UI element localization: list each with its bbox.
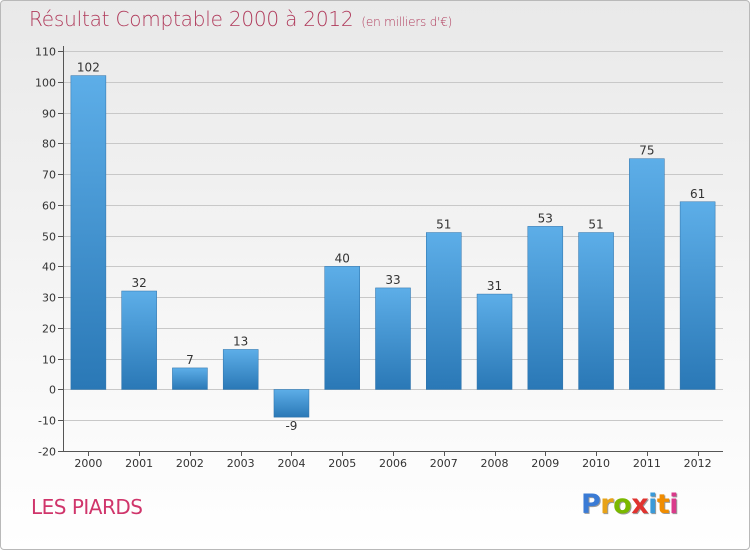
data-label: 7 [186,353,194,367]
bar [527,226,564,390]
data-label: -9 [285,419,297,433]
bar [273,389,310,418]
data-label: 53 [538,211,553,225]
x-tick-label: 2004 [277,457,305,470]
bar [172,367,208,390]
x-tick-label: 2003 [227,457,255,470]
y-tick-label: 30 [42,292,56,305]
y-tick-label: -20 [38,446,56,459]
bar [121,290,157,390]
data-label: 75 [639,144,654,158]
bar [222,349,259,390]
bar [476,293,513,390]
bar [70,75,107,390]
logo-letter: i [648,489,657,520]
y-tick-label: 50 [42,231,56,244]
data-label: 33 [385,273,400,287]
x-tick-label: 2002 [176,457,204,470]
logo-letter: x [631,489,649,520]
y-tick-label: 110 [35,46,56,59]
logo-letter: t [656,489,670,520]
x-tick-label: 2009 [531,457,559,470]
bar [375,287,411,390]
y-tick-label: 80 [42,138,56,151]
logo-letter: P [581,489,601,520]
bar [426,232,462,390]
logo-letter: i [669,489,679,520]
y-tick-label: 90 [42,108,56,121]
x-tick-label: 2000 [74,457,102,470]
data-label: 40 [335,251,350,265]
data-label: 31 [487,279,502,293]
x-tick-label: 2010 [582,457,610,470]
y-tick-label: 40 [42,261,56,274]
data-label: 32 [132,276,147,290]
x-tick-label: 2008 [481,457,509,470]
bar [679,201,716,390]
x-tick-label: 2011 [633,457,661,470]
x-tick-label: 2005 [328,457,356,470]
bar [629,158,665,390]
data-label: 102 [77,61,100,75]
x-tick-label: 2007 [430,457,458,470]
logo-letter: o [613,489,632,520]
y-tick-label: -10 [38,415,56,428]
proxiti-logo: Proxiti [581,489,679,520]
logo-letter: r [600,489,614,520]
y-tick-label: 20 [42,323,56,336]
y-tick-label: 100 [35,77,56,90]
y-tick-label: 60 [42,200,56,213]
bar [578,232,614,390]
y-tick-label: 10 [42,354,56,367]
chart-subtitle: (en milliers d'€) [361,15,453,29]
y-tick-label: 0 [49,384,56,397]
data-label: 51 [588,218,603,232]
x-tick-label: 2012 [684,457,712,470]
y-tick-label: 70 [42,169,56,182]
data-label: 13 [233,334,248,348]
data-label: 51 [436,218,451,232]
commune-name: LES PIARDS [31,495,143,519]
x-tick-label: 2006 [379,457,407,470]
x-tick-label: 2001 [125,457,153,470]
chart-title: Résultat Comptable 2000 à 2012 (en millie… [29,7,452,31]
chart-title-text: Résultat Comptable 2000 à 2012 [29,7,354,31]
bar [324,266,360,390]
data-label: 61 [690,187,705,201]
